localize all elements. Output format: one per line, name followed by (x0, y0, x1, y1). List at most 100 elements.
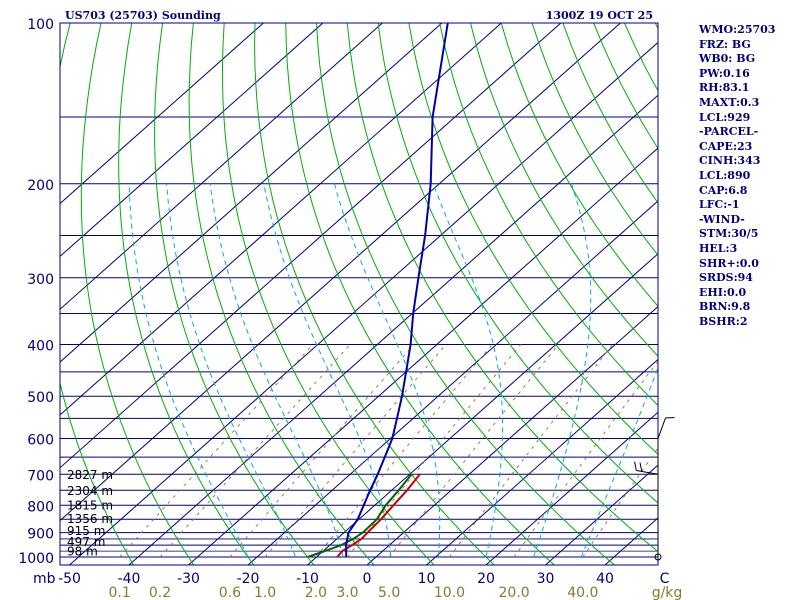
sounding-index-line: SHR+:0.0 (699, 256, 759, 270)
mixing-ratio-tick-label: 0.6 (219, 585, 241, 600)
sounding-index-line: -PARCEL- (699, 125, 759, 139)
sounding-index-line: CAP:6.8 (699, 183, 748, 197)
mixing-ratio-tick-label: 2.0 (305, 585, 327, 600)
height-label: 2827 m (67, 468, 113, 482)
sounding-index-line: FRZ: BG (699, 37, 751, 51)
station-title: US703 (25703) Sounding (65, 9, 221, 22)
isotherm-line (366, 305, 658, 565)
mixing-ratio-tick-label: 5.0 (378, 585, 400, 600)
height-label: 1356 m (67, 512, 113, 526)
dry-adiabat-line (439, 23, 658, 407)
mixing-ratio-tick-label: 20.0 (499, 585, 530, 600)
pressure-tick-label: 800 (27, 499, 54, 515)
moist-adiabat-line (432, 183, 504, 558)
sounding-index-line: EHI:0.0 (699, 285, 747, 299)
isotherm-line (60, 23, 621, 522)
pressure-tick-label: 700 (27, 468, 54, 484)
sounding-index-line: BRN:9.8 (699, 300, 751, 314)
sounding-index-line: STM:30/5 (699, 227, 759, 241)
sounding-indices-panel: WMO:25703 FRZ: BG WB0: BG PW:0.16 RH:83.1 MAX… (699, 23, 799, 329)
sounding-index-line: CINH:343 (699, 154, 761, 168)
temperature-tick-label: -10 (296, 571, 319, 587)
dewpoint-profile (307, 473, 413, 558)
mixing-ratio-line (119, 344, 314, 558)
pressure-tick-label: 500 (27, 390, 54, 406)
sounding-index-line: WMO:25703 (699, 23, 776, 36)
isotherm-line (307, 253, 658, 565)
mixing-ratio-tick-label: 1.0 (254, 585, 276, 600)
mixing-ratio-tick-label: 0.1 (108, 585, 130, 600)
mixing-ratio-tick-label: 3.0 (336, 585, 358, 600)
isotherm-line (60, 23, 502, 416)
mixing-ratio-tick-label: 0.2 (149, 585, 171, 600)
isotherm-line (60, 23, 562, 469)
moist-adiabat-line (580, 366, 658, 558)
isotherm-line (60, 23, 264, 205)
observation-time: 1300Z 19 OCT 25 (546, 9, 653, 22)
sounding-index-line: LFC:-1 (699, 198, 740, 212)
moist-adiabat-line (166, 183, 297, 558)
pressure-axis-label: mb (33, 571, 56, 587)
isotherm-line (60, 23, 324, 258)
mixing-ratio-tick-label: 10.0 (434, 585, 465, 600)
wind-barb (657, 417, 675, 439)
wind-profile (634, 417, 675, 561)
mixing-ratio-line (229, 344, 415, 558)
mixing-ratio-line (388, 344, 559, 558)
temperature-tick-label: 30 (537, 571, 555, 587)
dry-adiabat-line (531, 23, 658, 256)
temperature-tick-label: 10 (418, 571, 436, 587)
mixing-ratio-tick-label: 40.0 (567, 585, 598, 600)
sounding-index-line: CAPE:23 (699, 139, 753, 153)
temperature-tick-label: 40 (596, 571, 614, 587)
temperature-tick-label: -20 (237, 571, 260, 587)
sounding-index-line: LCL:929 (699, 110, 751, 124)
pressure-tick-label: 300 (27, 272, 54, 288)
pressure-tick-label: 200 (27, 178, 54, 194)
chart-grid (60, 23, 658, 565)
moist-adiabat-line (333, 183, 441, 558)
sounding-index-line: LCL:890 (699, 168, 751, 182)
dry-adiabat-line (377, 23, 658, 504)
height-label: 497 m (67, 535, 105, 549)
pressure-tick-label: 1000 (18, 551, 54, 567)
sounding-index-line: HEL:3 (699, 241, 738, 255)
moist-adiabat-line (263, 183, 392, 558)
mixing-ratio-line (448, 344, 614, 558)
mixing-ratio-unit: g/kg (652, 585, 683, 600)
parcel-profile (345, 23, 449, 558)
sounding-index-line: BSHR:2 (699, 314, 748, 328)
dry-adiabat-line (500, 23, 658, 307)
temperature-tick-label: 0 (363, 571, 372, 587)
temperature-tick-label: -50 (58, 571, 81, 587)
height-label: 98 m (67, 545, 98, 559)
dry-adiabat-line (470, 23, 658, 357)
isotherm-line (128, 94, 658, 565)
dry-adiabat-line (316, 23, 616, 565)
sounding-index-line: WB0: BG (699, 52, 756, 66)
temperature-tick-label: 20 (477, 571, 495, 587)
pressure-tick-label: 400 (27, 339, 54, 355)
dry-adiabat-line (221, 23, 435, 565)
moist-adiabat-line (533, 183, 592, 558)
height-label: 2304 m (67, 484, 113, 498)
isotherm-line (485, 411, 658, 565)
sounding-index-line: -WIND- (699, 212, 745, 226)
dry-adiabat-line (60, 23, 135, 565)
dry-adiabat-line (408, 23, 658, 456)
sounding-index-line: RH:83.1 (699, 81, 750, 95)
mixing-ratio-line (159, 344, 351, 558)
dry-adiabat-line (346, 23, 658, 553)
moist-adiabat-line (209, 183, 344, 558)
sounding-index-line: PW:0.16 (699, 66, 750, 80)
isotherm-line (188, 147, 658, 565)
isotherm-line (247, 200, 658, 565)
dry-adiabat-line (188, 23, 375, 565)
height-label: 1815 m (67, 498, 113, 512)
isotherm-line (545, 464, 658, 565)
height-label: 915 m (67, 524, 105, 538)
chart-series (307, 23, 449, 558)
dry-adiabat-line (80, 23, 195, 565)
